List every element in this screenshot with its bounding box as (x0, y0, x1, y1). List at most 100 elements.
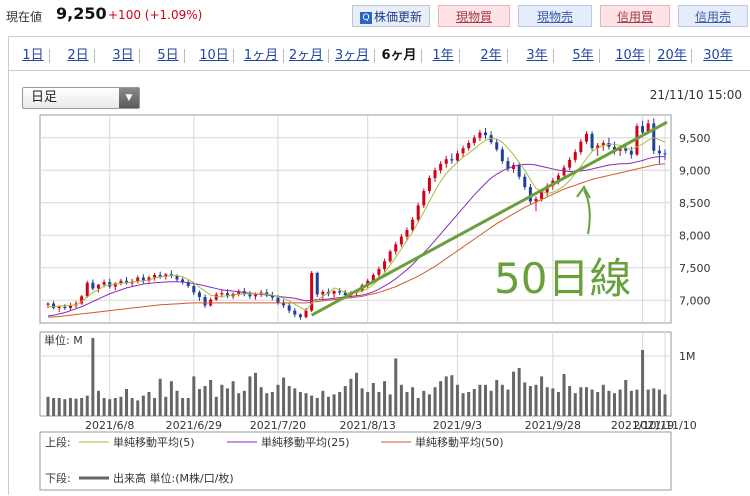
candle-body (523, 176, 527, 188)
candle-body (663, 153, 667, 155)
legend-volume-label: 出来高 単位:(M株/口/枚) (113, 471, 234, 485)
tab-separator (374, 49, 375, 63)
candle-body (444, 159, 448, 164)
candle-body (225, 293, 229, 297)
volume-bar (74, 398, 78, 416)
volume-bar (512, 371, 516, 416)
volume-bar (242, 390, 246, 416)
tab-2ヶ月[interactable]: 2ヶ月 (288, 48, 324, 63)
volume-bar (629, 390, 633, 416)
price-panel: 7,000 7,500 8,000 8,500 9,000 9,500 50日線 (39, 114, 711, 324)
current-price-label: 現在値 (6, 10, 43, 24)
tab-separator (691, 49, 692, 63)
tab-3年[interactable]: 3年 (526, 48, 548, 63)
tab-3日[interactable]: 3日 (112, 48, 134, 63)
candle-body (534, 198, 538, 202)
volume-bar (478, 384, 482, 416)
tab-divider (9, 70, 750, 71)
volume-bar (416, 398, 420, 416)
volume-bar (298, 392, 302, 416)
volume-bar (433, 387, 437, 416)
ma50-line (47, 163, 666, 318)
tab-1年[interactable]: 1年 (432, 48, 454, 63)
volume-bar (663, 394, 667, 416)
volume-bar (225, 388, 229, 416)
volume-bar (282, 377, 286, 416)
legend-upper-label: 上段: (45, 435, 71, 449)
volume-bar (91, 338, 95, 416)
tab-1ヶ月[interactable]: 1ヶ月 (243, 48, 279, 63)
candle-body (556, 175, 560, 181)
y-tick-label: 9,000 (679, 164, 711, 177)
candle-body (310, 272, 314, 311)
tab-30年[interactable]: 30年 (703, 48, 733, 63)
candle-body (315, 272, 319, 295)
volume-bar (489, 390, 493, 416)
y-tick-label: 9,500 (679, 132, 711, 145)
tab-2日[interactable]: 2日 (67, 48, 89, 63)
volume-bar (394, 358, 398, 416)
tab-separator (459, 49, 460, 63)
candle-body (590, 133, 594, 149)
candle-body (220, 293, 224, 295)
volume-bar (287, 386, 291, 416)
tab-3ヶ月[interactable]: 3ヶ月 (334, 48, 370, 63)
volume-bar (371, 383, 375, 416)
buy-margin-button[interactable]: 信用買 (600, 5, 670, 27)
volume-bar (85, 395, 89, 416)
volume-bar (635, 389, 639, 416)
candle-body (472, 137, 476, 143)
tab-5日[interactable]: 5日 (157, 48, 179, 63)
volume-bar (169, 381, 173, 416)
tab-separator (553, 49, 554, 63)
volume-bar (540, 376, 544, 416)
candle-body (646, 123, 650, 133)
candle-body (197, 292, 201, 297)
volume-bar (136, 400, 140, 416)
candle-body (596, 145, 600, 149)
candle-body (270, 295, 274, 298)
price-change: +100 (+1.09%) (108, 8, 203, 22)
refresh-quote-button[interactable]: Q 株価更新 (352, 5, 430, 27)
volume-bar (209, 380, 213, 416)
volume-bar (119, 396, 123, 416)
legend-ma5-label: 単純移動平均(5) (113, 435, 195, 449)
candle-body (338, 291, 342, 293)
candle-body (96, 284, 100, 289)
candle-body (136, 277, 140, 282)
tab-separator (328, 49, 329, 63)
candle-body (579, 141, 583, 153)
volume-tick-label: 1M (679, 350, 696, 363)
candle-period-select[interactable]: 日足 ▼ (22, 87, 140, 109)
volume-bar (276, 384, 280, 416)
candle-body (186, 282, 190, 286)
volume-bar (164, 396, 168, 416)
volume-bar (153, 398, 157, 416)
volume-bar (467, 392, 471, 416)
tab-1日[interactable]: 1日 (22, 48, 44, 63)
candle-body (629, 150, 633, 155)
volume-bar (130, 398, 134, 416)
volume-bar (46, 396, 50, 416)
volume-bar (147, 392, 151, 416)
tab-5年[interactable]: 5年 (572, 48, 594, 63)
tab-10日[interactable]: 10日 (199, 48, 229, 63)
candle-body (517, 165, 521, 177)
buy-spot-button[interactable]: 現物買 (438, 5, 510, 27)
tab-2年[interactable]: 2年 (480, 48, 502, 63)
tab-6ヶ月[interactable]: 6ヶ月 (381, 48, 417, 63)
y-tick-label: 7,500 (679, 262, 711, 275)
tab-20年[interactable]: 20年 (657, 48, 687, 63)
volume-bar (52, 398, 56, 416)
volume-bar (113, 398, 117, 416)
volume-bar (175, 390, 179, 416)
candle-body (618, 148, 622, 151)
chart-panel: 1日 2日 3日 5日 10日 1ヶ月 2ヶ月 3ヶ月 6ヶ月 1年 2年 3年 5年 10年 20年 30年… (8, 36, 750, 495)
sell-spot-button[interactable]: 現物売 (518, 5, 592, 27)
volume-bar (214, 396, 218, 416)
sell-margin-button[interactable]: 信用売 (678, 5, 748, 27)
tab-10年[interactable]: 10年 (615, 48, 645, 63)
candle-body (607, 142, 611, 147)
arrow-head (576, 185, 591, 199)
volume-bar (57, 398, 61, 416)
